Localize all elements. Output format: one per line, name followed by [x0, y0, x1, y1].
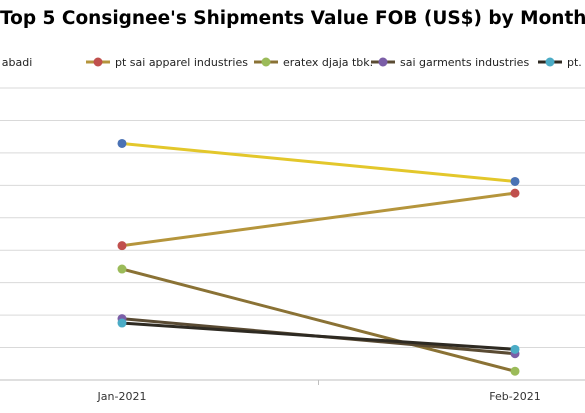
x-tick-label: Feb-2021 [489, 390, 540, 403]
legend: asia maju abadi pt sai apparel industries… [0, 56, 585, 69]
series-line [121, 321, 516, 351]
x-tick-label: Jan-2021 [97, 390, 147, 403]
legend-swatch-marker [93, 57, 103, 67]
series-line [121, 141, 516, 183]
data-point[interactable] [510, 344, 520, 354]
legend-label: eratex djaja tbk. [283, 56, 373, 69]
legend-swatch-marker [378, 57, 388, 67]
legend-swatch-marker [261, 57, 271, 67]
legend-label: asia maju abadi [0, 56, 32, 69]
legend-item[interactable]: asia maju abadi [0, 56, 32, 69]
series-line [121, 191, 516, 248]
legend-item[interactable]: eratex djaja tbk. [254, 56, 373, 69]
legend-label: sai garments industries [400, 56, 529, 69]
legend-item[interactable]: sai garments industries [371, 56, 529, 69]
series-line [121, 267, 516, 373]
chart-title: Top 5 Consignee's Shipments Value FOB (U… [0, 8, 585, 29]
legend-label: pt. kh [567, 56, 585, 69]
legend-item[interactable]: pt. kh [538, 56, 585, 69]
data-point[interactable] [117, 138, 127, 148]
data-point[interactable] [510, 176, 520, 186]
legend-item[interactable]: pt sai apparel industries [86, 56, 248, 69]
data-point[interactable] [510, 366, 520, 376]
x-axis: Jan-2021 Feb-2021 [0, 379, 585, 403]
data-point[interactable] [510, 188, 520, 198]
legend-label: pt sai apparel industries [115, 56, 248, 69]
data-point[interactable] [117, 241, 127, 251]
legend-swatch-marker [545, 57, 555, 67]
data-point[interactable] [117, 264, 127, 274]
data-point[interactable] [117, 318, 127, 328]
series-lines [117, 138, 520, 376]
gridlines [0, 87, 585, 381]
